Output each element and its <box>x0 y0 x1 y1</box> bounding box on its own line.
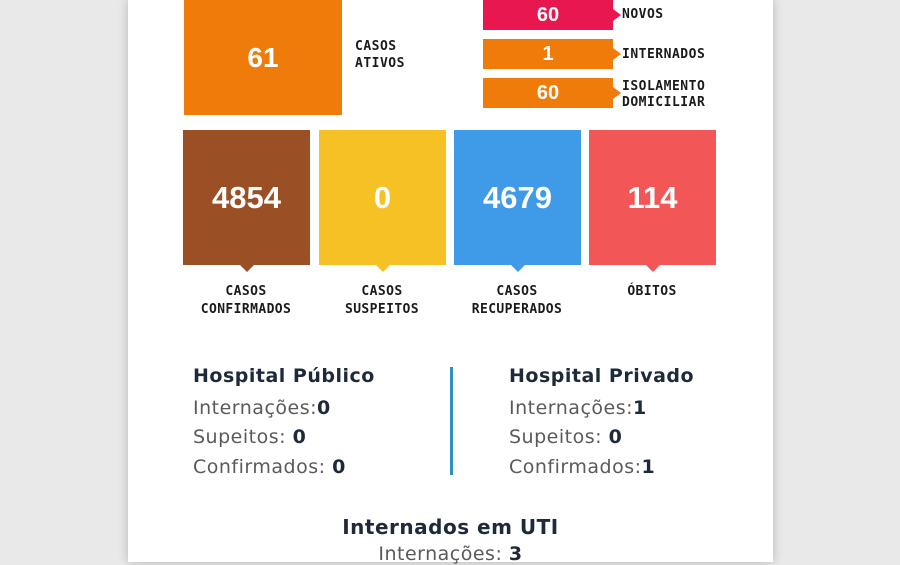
home-isolation-label: ISOLAMENTO DOMICILIAR <box>622 79 706 110</box>
hospitalized-label: INTERNADOS <box>622 47 706 62</box>
private-hospital-title: Hospital Privado <box>509 365 695 387</box>
icu-title: Internados em UTI <box>342 515 559 539</box>
suspected-cases-box: 0 <box>319 130 446 272</box>
private-hospital-confirmed: Confirmados:1 <box>509 456 656 478</box>
public-hospital-title: Hospital Público <box>193 365 375 387</box>
public-hospital-admissions: Internações:0 <box>193 397 331 419</box>
new-cases-label: NOVOS <box>622 7 664 22</box>
public-hospital-suspected: Supeitos: 0 <box>193 426 307 448</box>
deaths-label: ÓBITOS <box>627 284 677 299</box>
deaths-box: 114 <box>589 130 716 272</box>
hospitalized-pill: 1 <box>483 39 621 69</box>
icu-admissions: Internações: 3 <box>378 543 523 565</box>
active-cases-value: 61 <box>247 41 279 73</box>
active-cases-label: CASOS ATIVOS <box>355 39 405 71</box>
recovered-cases-box: 4679 <box>454 130 581 272</box>
confirmed-cases-box: 4854 <box>183 130 310 272</box>
private-hospital-suspected: Supeitos: 0 <box>509 426 623 448</box>
recovered-cases-label: CASOS RECUPERADOS <box>471 284 563 317</box>
home-isolation-pill: 60 <box>483 78 621 108</box>
new-cases-pill: 60 <box>483 0 621 30</box>
public-hospital-confirmed: Confirmados: 0 <box>193 456 346 478</box>
covid-bulletin-card: 61 CASOS ATIVOS 60 NOVOS 1 INTERNADOS 60… <box>128 0 773 565</box>
active-cases-box: 61 <box>184 0 342 115</box>
hospital-divider <box>450 367 453 475</box>
private-hospital-admissions: Internações:1 <box>509 397 647 419</box>
confirmed-cases-label: CASOS CONFIRMADOS <box>200 284 292 317</box>
suspected-cases-label: CASOS SUSPEITOS <box>344 284 420 317</box>
